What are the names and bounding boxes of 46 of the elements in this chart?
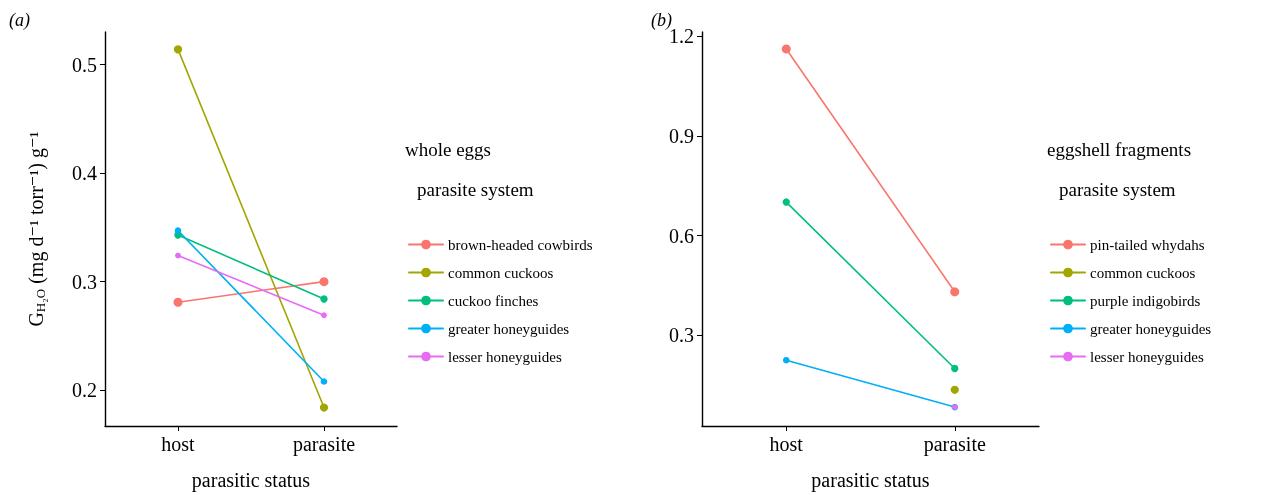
point: [173, 297, 183, 307]
y-tick-label: 0.2: [72, 379, 97, 402]
point: [173, 45, 183, 54]
point: [950, 385, 959, 394]
y-tick-label: 0.3: [669, 324, 694, 347]
y-tick-label: 0.3: [72, 270, 97, 293]
y-tick-label: 0.9: [669, 124, 694, 147]
x-tick-label: parasite: [292, 433, 356, 456]
legend-label: greater honeyguides: [1090, 320, 1212, 337]
point: [782, 356, 790, 364]
legend-label: lesser honeyguides: [1090, 348, 1204, 365]
legend-title: parasite system: [1059, 179, 1176, 200]
x-tick-label: host: [769, 433, 804, 455]
point: [319, 403, 329, 412]
legend-label: common cuckoos: [448, 264, 554, 281]
legend-label: pin-tailed whydahs: [1090, 236, 1205, 253]
x-axis-title: parasitic status: [191, 469, 311, 492]
x-axis-title: parasitic status: [811, 469, 930, 492]
y-tick-label: 0.6: [669, 224, 694, 247]
y-tick-label: 0.5: [72, 53, 97, 76]
legend-title: parasite system: [417, 179, 534, 200]
point: [320, 378, 328, 385]
legend-label: purple indigobirds: [1090, 292, 1201, 309]
legend-label: common cuckoos: [1090, 264, 1196, 281]
legend-label: brown-headed cowbirds: [448, 236, 593, 253]
y-tick-label: 1.2: [669, 25, 694, 48]
point: [319, 277, 329, 287]
chart-title: (b): [651, 10, 672, 31]
x-tick-label: host: [161, 433, 196, 455]
point: [781, 44, 791, 54]
point: [782, 198, 790, 206]
y-axis-title: GH₂O (mg d⁻¹ torr⁻¹) g⁻¹: [24, 131, 48, 327]
point: [951, 364, 959, 373]
point: [320, 295, 328, 303]
point: [174, 227, 182, 234]
legend-label: cuckoo finches: [448, 292, 539, 309]
point: [321, 312, 327, 319]
point: [950, 287, 960, 297]
chart-title: (a): [9, 10, 30, 31]
legend-label: lesser honeyguides: [448, 348, 562, 365]
x-tick-label: parasite: [923, 433, 986, 456]
text: eggshell fragments: [1047, 139, 1192, 160]
y-tick-label: 0.4: [72, 162, 97, 185]
legend-label: greater honeyguides: [448, 320, 570, 337]
point: [175, 252, 181, 259]
text: whole eggs: [405, 139, 492, 160]
